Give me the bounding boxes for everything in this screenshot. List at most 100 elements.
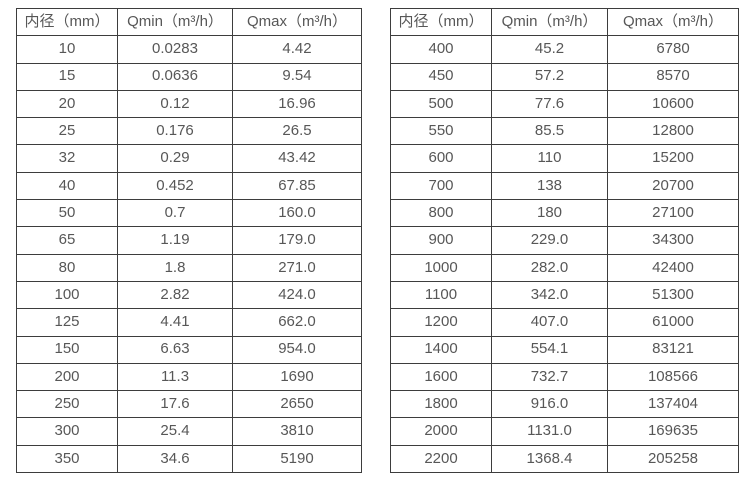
header-inner-diameter: 内径（mm） — [16, 7, 118, 37]
table-cell: 65 — [16, 226, 118, 255]
table-cell: 25.4 — [117, 417, 233, 446]
table-cell: 9.54 — [232, 62, 362, 91]
table-row: 900 229.0 34300 — [390, 226, 739, 255]
table-cell: 34300 — [607, 226, 739, 255]
table-cell: 5190 — [232, 444, 362, 474]
table-cell: 229.0 — [491, 226, 608, 255]
table-cell: 150 — [16, 335, 118, 364]
table-row: 1400 554.1 83121 — [390, 335, 739, 364]
table-cell: 916.0 — [491, 390, 608, 419]
table-cell: 1600 — [390, 362, 492, 392]
table-cell: 100 — [16, 280, 118, 310]
table-cell: 40 — [16, 171, 118, 201]
table-row: 1800 916.0 137404 — [390, 390, 739, 419]
table-cell: 137404 — [607, 390, 739, 419]
table-cell: 15 — [16, 62, 118, 91]
table-cell: 1690 — [232, 362, 362, 392]
table-cell: 800 — [390, 199, 492, 228]
table-row: 2000 1131.0 169635 — [390, 417, 739, 446]
table-cell: 25 — [16, 117, 118, 146]
table-cell: 662.0 — [232, 308, 362, 337]
table-row: 400 45.2 6780 — [390, 35, 739, 64]
table-cell: 350 — [16, 444, 118, 474]
table-row: 600 110 15200 — [390, 144, 739, 173]
table-cell: 4.41 — [117, 308, 233, 337]
table-cell: 160.0 — [232, 199, 362, 228]
table-cell: 125 — [16, 308, 118, 337]
table-cell: 85.5 — [491, 117, 608, 146]
table-cell: 6780 — [607, 35, 739, 64]
table-cell: 32 — [16, 144, 118, 173]
table-cell: 0.452 — [117, 171, 233, 201]
table-row: 450 57.2 8570 — [390, 62, 739, 91]
table-cell: 300 — [16, 417, 118, 446]
table-cell: 11.3 — [117, 362, 233, 392]
table-row: 50 0.7 160.0 — [16, 199, 362, 228]
table-cell: 1.19 — [117, 226, 233, 255]
header-qmax: Qmax（m³/h） — [607, 7, 739, 37]
table-cell: 67.85 — [232, 171, 362, 201]
table-cell: 550 — [390, 117, 492, 146]
table-cell: 20700 — [607, 171, 739, 201]
table-cell: 0.0636 — [117, 62, 233, 91]
table-cell: 2650 — [232, 390, 362, 419]
header-inner-diameter: 内径（mm） — [390, 7, 492, 37]
table-cell: 50 — [16, 199, 118, 228]
table-row: 550 85.5 12800 — [390, 117, 739, 146]
table-cell: 17.6 — [117, 390, 233, 419]
table-row: 125 4.41 662.0 — [16, 308, 362, 337]
table-cell: 1000 — [390, 253, 492, 282]
table-cell: 51300 — [607, 280, 739, 310]
table-cell: 954.0 — [232, 335, 362, 364]
table-cell: 900 — [390, 226, 492, 255]
table-cell: 271.0 — [232, 253, 362, 282]
table-cell: 400 — [390, 35, 492, 64]
table-cell: 110 — [491, 144, 608, 173]
table-cell: 554.1 — [491, 335, 608, 364]
table-row: 200 11.3 1690 — [16, 362, 362, 392]
header-qmax: Qmax（m³/h） — [232, 7, 362, 37]
table-cell: 4.42 — [232, 35, 362, 64]
table-cell: 2.82 — [117, 280, 233, 310]
table-cell: 27100 — [607, 199, 739, 228]
table-row: 1000 282.0 42400 — [390, 253, 739, 282]
table-cell: 16.96 — [232, 89, 362, 119]
table-cell: 43.42 — [232, 144, 362, 173]
table-cell: 3810 — [232, 417, 362, 446]
table-cell: 10 — [16, 35, 118, 64]
table-row: 1600 732.7 108566 — [390, 362, 739, 392]
table-row: 1100 342.0 51300 — [390, 280, 739, 310]
table-cell: 0.176 — [117, 117, 233, 146]
table-cell: 61000 — [607, 308, 739, 337]
header-row: 内径（mm） Qmin（m³/h） Qmax（m³/h） — [16, 7, 362, 37]
table-cell: 169635 — [607, 417, 739, 446]
header-row: 内径（mm） Qmin（m³/h） Qmax（m³/h） — [390, 7, 739, 37]
table-cell: 108566 — [607, 362, 739, 392]
table-cell: 282.0 — [491, 253, 608, 282]
table-row: 32 0.29 43.42 — [16, 144, 362, 173]
table-cell: 15200 — [607, 144, 739, 173]
table-cell: 600 — [390, 144, 492, 173]
table-row: 700 138 20700 — [390, 171, 739, 201]
table-cell: 1400 — [390, 335, 492, 364]
table-cell: 20 — [16, 89, 118, 119]
table-row: 250 17.6 2650 — [16, 390, 362, 419]
table-row: 100 2.82 424.0 — [16, 280, 362, 310]
table-row: 20 0.12 16.96 — [16, 89, 362, 119]
table-cell: 12800 — [607, 117, 739, 146]
table-cell: 500 — [390, 89, 492, 119]
table-cell: 200 — [16, 362, 118, 392]
table-row: 500 77.6 10600 — [390, 89, 739, 119]
table-cell: 2200 — [390, 444, 492, 474]
table-cell: 45.2 — [491, 35, 608, 64]
table-cell: 8570 — [607, 62, 739, 91]
table-cell: 2000 — [390, 417, 492, 446]
table-row: 150 6.63 954.0 — [16, 335, 362, 364]
table-cell: 1100 — [390, 280, 492, 310]
table-cell: 0.29 — [117, 144, 233, 173]
table-row: 2200 1368.4 205258 — [390, 444, 739, 474]
table-body: 400 45.2 6780 450 57.2 8570 500 77.6 10600 550 85.… — [390, 35, 739, 474]
table-row: 80 1.8 271.0 — [16, 253, 362, 282]
table-cell: 10600 — [607, 89, 739, 119]
table-cell: 6.63 — [117, 335, 233, 364]
